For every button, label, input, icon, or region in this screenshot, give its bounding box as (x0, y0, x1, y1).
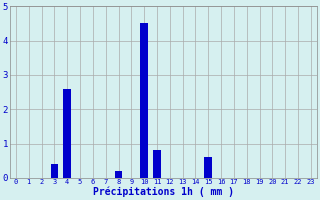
X-axis label: Précipitations 1h ( mm ): Précipitations 1h ( mm ) (93, 187, 234, 197)
Bar (63, 89, 71, 178)
Bar (204, 157, 212, 178)
Bar (140, 23, 148, 178)
Bar (51, 164, 58, 178)
Bar (115, 171, 122, 178)
Bar (153, 150, 161, 178)
